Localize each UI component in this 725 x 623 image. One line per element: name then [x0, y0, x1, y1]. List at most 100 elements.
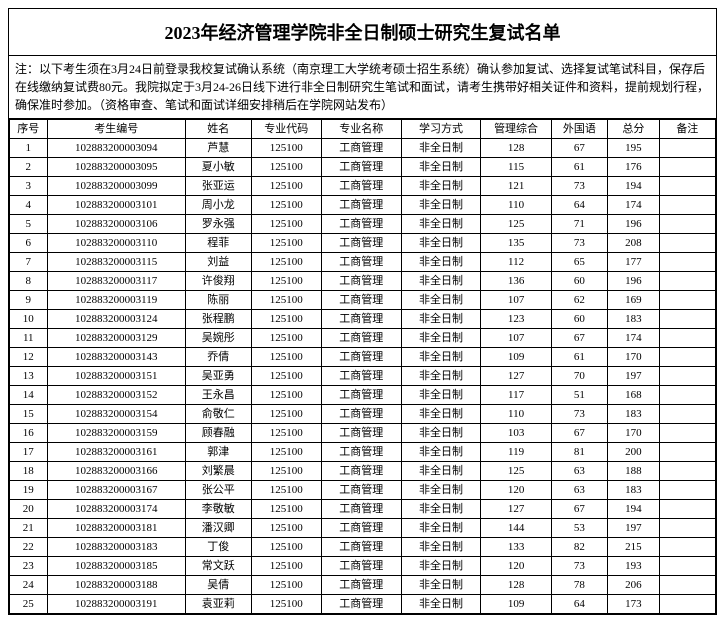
cell-major-code: 125100 — [251, 196, 321, 215]
cell-study-mode: 非全日制 — [401, 196, 481, 215]
cell-id: 102883200003159 — [47, 424, 185, 443]
cell-major-code: 125100 — [251, 443, 321, 462]
table-row: 20102883200003174李敬敏125100工商管理非全日制127671… — [10, 500, 716, 519]
cell-score1: 144 — [481, 519, 551, 538]
cell-id: 102883200003167 — [47, 481, 185, 500]
table-row: 16102883200003159顾春融125100工商管理非全日制103671… — [10, 424, 716, 443]
cell-id: 102883200003161 — [47, 443, 185, 462]
cell-seq: 25 — [10, 595, 48, 614]
cell-study-mode: 非全日制 — [401, 291, 481, 310]
cell-note — [659, 310, 715, 329]
cell-id: 102883200003099 — [47, 177, 185, 196]
cell-study-mode: 非全日制 — [401, 443, 481, 462]
col-header-note: 备注 — [659, 120, 715, 139]
cell-seq: 19 — [10, 481, 48, 500]
cell-id: 102883200003095 — [47, 158, 185, 177]
cell-score2: 73 — [551, 234, 607, 253]
table-row: 13102883200003151吴亚勇125100工商管理非全日制127701… — [10, 367, 716, 386]
cell-total: 194 — [608, 500, 660, 519]
table-row: 11102883200003129吴婉彤125100工商管理非全日制107671… — [10, 329, 716, 348]
cell-total: 170 — [608, 348, 660, 367]
table-row: 10102883200003124张程鹏125100工商管理非全日制123601… — [10, 310, 716, 329]
cell-id: 102883200003188 — [47, 576, 185, 595]
cell-note — [659, 234, 715, 253]
cell-seq: 1 — [10, 139, 48, 158]
cell-major-code: 125100 — [251, 519, 321, 538]
table-header-row: 序号 考生编号 姓名 专业代码 专业名称 学习方式 管理综合 外国语 总分 备注 — [10, 120, 716, 139]
cell-study-mode: 非全日制 — [401, 272, 481, 291]
table-row: 4102883200003101周小龙125100工商管理非全日制1106417… — [10, 196, 716, 215]
cell-study-mode: 非全日制 — [401, 139, 481, 158]
table-row: 3102883200003099张亚运125100工商管理非全日制1217319… — [10, 177, 716, 196]
cell-note — [659, 462, 715, 481]
cell-score2: 67 — [551, 329, 607, 348]
cell-note — [659, 177, 715, 196]
cell-major-name: 工商管理 — [321, 253, 401, 272]
cell-score1: 127 — [481, 500, 551, 519]
cell-major-code: 125100 — [251, 215, 321, 234]
table-row: 19102883200003167张公平125100工商管理非全日制120631… — [10, 481, 716, 500]
cell-name: 刘益 — [185, 253, 251, 272]
cell-score1: 107 — [481, 291, 551, 310]
cell-study-mode: 非全日制 — [401, 519, 481, 538]
cell-study-mode: 非全日制 — [401, 329, 481, 348]
col-header-id: 考生编号 — [47, 120, 185, 139]
cell-total: 183 — [608, 405, 660, 424]
cell-seq: 24 — [10, 576, 48, 595]
cell-major-name: 工商管理 — [321, 272, 401, 291]
cell-score2: 64 — [551, 595, 607, 614]
cell-score1: 109 — [481, 348, 551, 367]
cell-score1: 136 — [481, 272, 551, 291]
table-row: 8102883200003117许俊翔125100工商管理非全日制1366019… — [10, 272, 716, 291]
cell-study-mode: 非全日制 — [401, 595, 481, 614]
cell-score2: 70 — [551, 367, 607, 386]
cell-study-mode: 非全日制 — [401, 386, 481, 405]
cell-major-code: 125100 — [251, 576, 321, 595]
cell-score1: 103 — [481, 424, 551, 443]
table-row: 18102883200003166刘繁晨125100工商管理非全日制125631… — [10, 462, 716, 481]
cell-total: 183 — [608, 481, 660, 500]
cell-score1: 127 — [481, 367, 551, 386]
cell-total: 174 — [608, 196, 660, 215]
cell-seq: 3 — [10, 177, 48, 196]
cell-id: 102883200003119 — [47, 291, 185, 310]
cell-name: 张亚运 — [185, 177, 251, 196]
col-header-score2: 外国语 — [551, 120, 607, 139]
cell-score1: 110 — [481, 196, 551, 215]
cell-score1: 119 — [481, 443, 551, 462]
cell-major-code: 125100 — [251, 405, 321, 424]
cell-note — [659, 253, 715, 272]
cell-note — [659, 576, 715, 595]
table-row: 7102883200003115刘益125100工商管理非全日制11265177 — [10, 253, 716, 272]
cell-major-name: 工商管理 — [321, 329, 401, 348]
cell-major-code: 125100 — [251, 139, 321, 158]
cell-score2: 71 — [551, 215, 607, 234]
cell-seq: 22 — [10, 538, 48, 557]
cell-total: 215 — [608, 538, 660, 557]
cell-total: 206 — [608, 576, 660, 595]
cell-score2: 67 — [551, 139, 607, 158]
cell-score1: 120 — [481, 481, 551, 500]
cell-seq: 20 — [10, 500, 48, 519]
cell-id: 102883200003185 — [47, 557, 185, 576]
cell-total: 168 — [608, 386, 660, 405]
cell-major-name: 工商管理 — [321, 595, 401, 614]
table-row: 25102883200003191袁亚莉125100工商管理非全日制109641… — [10, 595, 716, 614]
cell-study-mode: 非全日制 — [401, 234, 481, 253]
cell-note — [659, 481, 715, 500]
cell-name: 俞敬仁 — [185, 405, 251, 424]
cell-seq: 5 — [10, 215, 48, 234]
table-row: 21102883200003181潘汉卿125100工商管理非全日制144531… — [10, 519, 716, 538]
cell-major-code: 125100 — [251, 595, 321, 614]
cell-major-code: 125100 — [251, 177, 321, 196]
cell-score2: 67 — [551, 424, 607, 443]
cell-major-name: 工商管理 — [321, 348, 401, 367]
cell-major-code: 125100 — [251, 424, 321, 443]
cell-score2: 63 — [551, 462, 607, 481]
cell-major-name: 工商管理 — [321, 177, 401, 196]
cell-note — [659, 538, 715, 557]
cell-study-mode: 非全日制 — [401, 310, 481, 329]
cell-score1: 109 — [481, 595, 551, 614]
cell-id: 102883200003124 — [47, 310, 185, 329]
cell-note — [659, 519, 715, 538]
